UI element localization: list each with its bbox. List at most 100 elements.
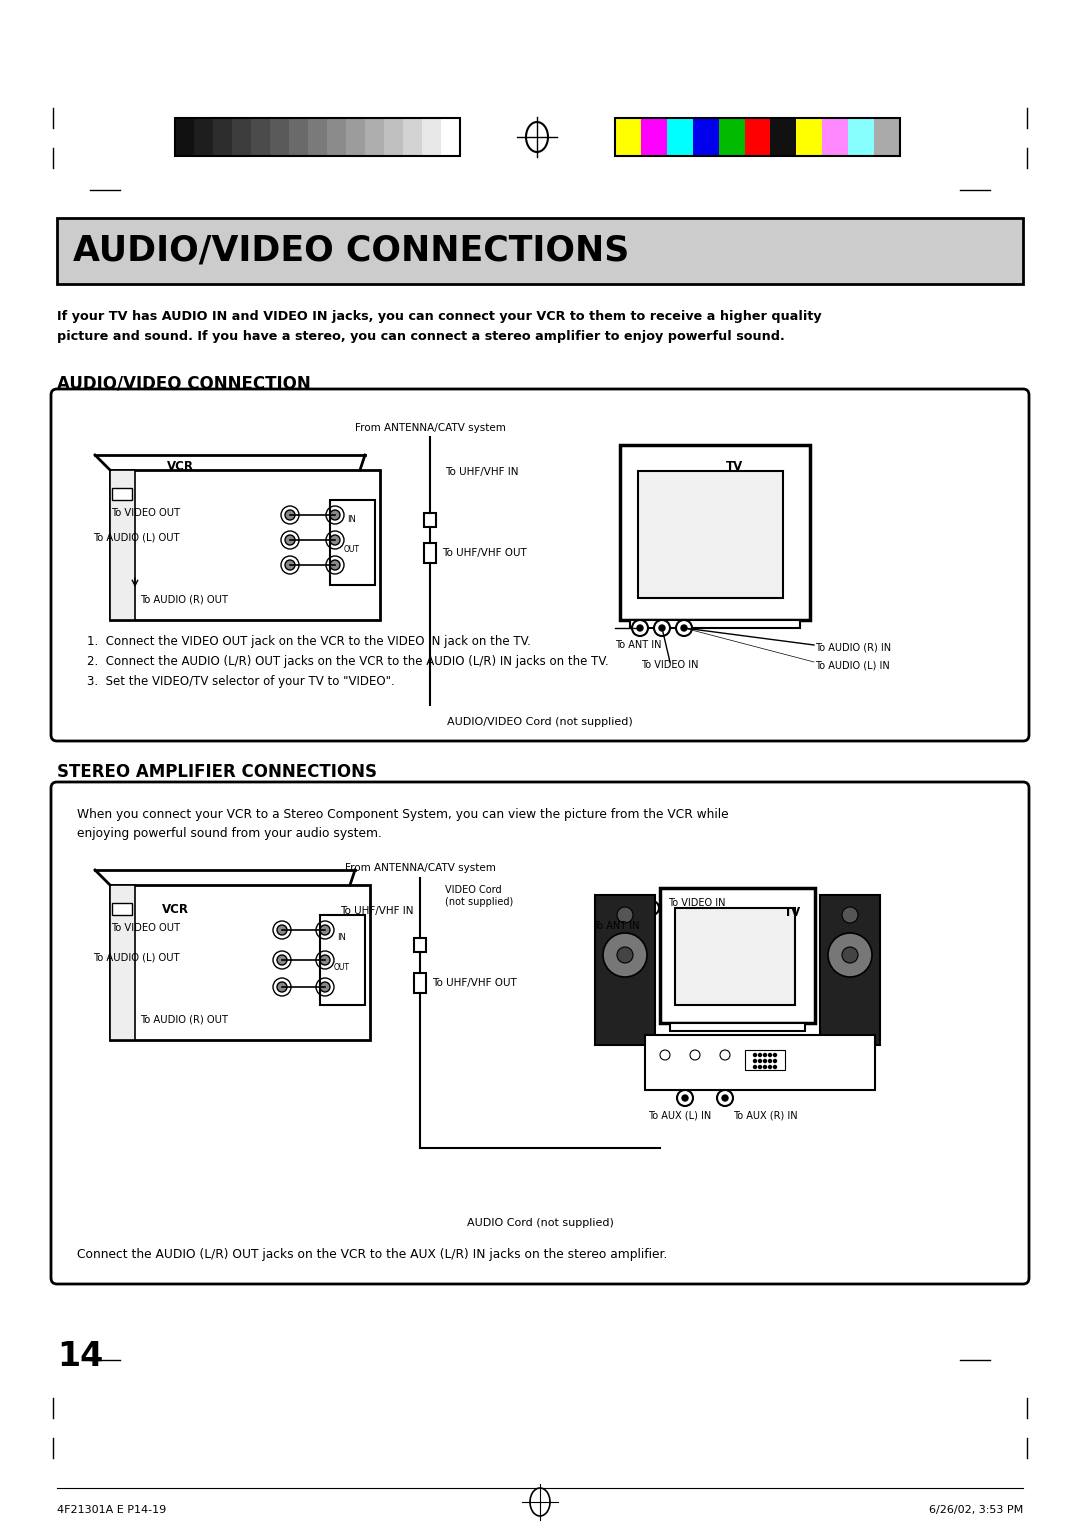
Circle shape — [764, 1059, 767, 1062]
Bar — [110, 885, 135, 1041]
Bar — [270, 118, 289, 156]
Bar — [848, 118, 874, 156]
Bar — [320, 915, 365, 1005]
Bar — [308, 118, 327, 156]
Circle shape — [276, 924, 287, 935]
Bar — [384, 118, 403, 156]
Circle shape — [330, 510, 340, 520]
Bar — [424, 542, 436, 562]
Circle shape — [677, 1089, 693, 1106]
Text: To UHF/VHF IN: To UHF/VHF IN — [340, 906, 414, 915]
Text: 3.  Set the VIDEO/TV selector of your TV to "VIDEO".: 3. Set the VIDEO/TV selector of your TV … — [87, 675, 395, 688]
Bar — [638, 471, 783, 597]
Text: AUDIO/VIDEO Cord (not supplied): AUDIO/VIDEO Cord (not supplied) — [447, 717, 633, 727]
Bar — [403, 118, 422, 156]
Text: TV: TV — [727, 460, 744, 474]
Text: To UHF/VHF OUT: To UHF/VHF OUT — [432, 978, 516, 989]
Circle shape — [723, 1096, 728, 1102]
Bar — [365, 118, 384, 156]
Text: IN: IN — [348, 515, 356, 524]
Circle shape — [276, 983, 287, 992]
Text: VCR: VCR — [166, 460, 193, 474]
Bar — [822, 118, 848, 156]
Bar — [441, 118, 460, 156]
Bar — [424, 513, 436, 527]
Bar — [745, 1050, 785, 1070]
Text: AUDIO/VIDEO CONNECTIONS: AUDIO/VIDEO CONNECTIONS — [73, 234, 630, 267]
Text: VCR: VCR — [162, 903, 189, 915]
Circle shape — [617, 908, 633, 923]
Circle shape — [659, 625, 665, 631]
Bar — [595, 895, 654, 1045]
Bar — [718, 118, 744, 156]
Circle shape — [285, 559, 295, 570]
Bar — [213, 118, 232, 156]
Text: When you connect your VCR to a Stereo Component System, you can view the picture: When you connect your VCR to a Stereo Co… — [77, 808, 729, 840]
Text: 1.  Connect the VIDEO OUT jack on the VCR to the VIDEO IN jack on the TV.: 1. Connect the VIDEO OUT jack on the VCR… — [87, 636, 531, 648]
Bar — [57, 219, 1023, 284]
Bar — [327, 118, 346, 156]
Text: TV: TV — [783, 906, 800, 918]
Bar — [796, 118, 822, 156]
Text: To UHF/VHF OUT: To UHF/VHF OUT — [442, 549, 527, 558]
Circle shape — [632, 620, 648, 636]
Text: 2.  Connect the AUDIO (L/R) OUT jacks on the VCR to the AUDIO (L/R) IN jacks on : 2. Connect the AUDIO (L/R) OUT jacks on … — [87, 656, 609, 668]
Circle shape — [717, 1089, 733, 1106]
Bar — [615, 118, 640, 156]
Bar — [232, 118, 251, 156]
Circle shape — [603, 934, 647, 976]
FancyBboxPatch shape — [51, 390, 1029, 741]
Circle shape — [842, 908, 858, 923]
Text: To AUDIO (L) IN: To AUDIO (L) IN — [815, 660, 890, 669]
Bar — [645, 1034, 875, 1089]
Circle shape — [285, 535, 295, 545]
Bar — [620, 445, 810, 620]
Circle shape — [285, 510, 295, 520]
Text: IN: IN — [338, 932, 347, 941]
Text: To VIDEO IN: To VIDEO IN — [642, 660, 699, 669]
Bar — [770, 118, 796, 156]
Text: To ANT IN: To ANT IN — [615, 640, 661, 649]
Text: To AUX (L) IN: To AUX (L) IN — [648, 1109, 712, 1120]
Bar — [251, 118, 270, 156]
Circle shape — [720, 1050, 730, 1060]
Text: To AUDIO (L) OUT: To AUDIO (L) OUT — [93, 953, 180, 963]
Bar — [630, 620, 800, 628]
Bar — [660, 888, 815, 1024]
Bar — [175, 118, 194, 156]
Circle shape — [617, 947, 633, 963]
Bar — [112, 487, 132, 500]
Bar — [414, 938, 426, 952]
FancyBboxPatch shape — [51, 782, 1029, 1284]
Bar — [666, 118, 692, 156]
Text: To AUDIO (R) OUT: To AUDIO (R) OUT — [140, 594, 228, 605]
Bar — [289, 118, 308, 156]
Circle shape — [758, 1065, 761, 1068]
Text: AUDIO/VIDEO CONNECTION: AUDIO/VIDEO CONNECTION — [57, 374, 311, 393]
Text: To VIDEO OUT: To VIDEO OUT — [111, 923, 180, 934]
Circle shape — [769, 1065, 771, 1068]
Bar — [615, 118, 900, 156]
Circle shape — [637, 625, 643, 631]
Bar — [675, 908, 795, 1005]
Bar — [422, 118, 441, 156]
Bar — [110, 885, 370, 1041]
Bar — [670, 1024, 805, 1031]
Circle shape — [320, 955, 330, 966]
Text: AUDIO Cord (not supplied): AUDIO Cord (not supplied) — [467, 1218, 613, 1229]
Circle shape — [690, 1050, 700, 1060]
Ellipse shape — [530, 1488, 550, 1516]
Bar — [874, 118, 900, 156]
Bar — [414, 973, 426, 993]
Text: OUT: OUT — [345, 545, 360, 555]
Circle shape — [754, 1065, 756, 1068]
Text: From ANTENNA/CATV system: From ANTENNA/CATV system — [354, 423, 505, 432]
Text: To ANT IN: To ANT IN — [594, 921, 640, 931]
Circle shape — [276, 955, 287, 966]
Bar — [640, 118, 666, 156]
Text: 4F21301A E P14-19: 4F21301A E P14-19 — [57, 1505, 166, 1514]
Circle shape — [320, 983, 330, 992]
Bar — [110, 471, 135, 620]
Circle shape — [654, 620, 670, 636]
Bar — [330, 500, 375, 585]
